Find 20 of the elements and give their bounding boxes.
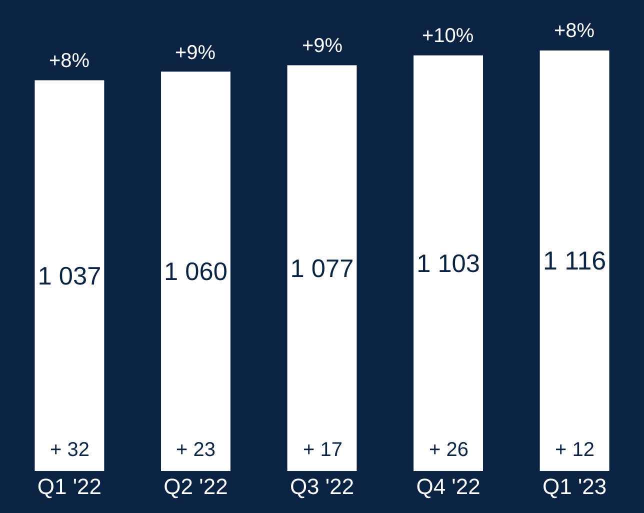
data-label: 1 060 (164, 258, 228, 286)
x-tick-label: Q4 '22 (416, 474, 480, 499)
data-label: 1 103 (416, 250, 480, 278)
annotation: +8% (554, 20, 595, 42)
data-label: 1 116 (542, 246, 606, 276)
data-label: 1 037 (38, 262, 102, 290)
x-tick-label: Q2 '22 (164, 474, 228, 499)
annotation: + 23 (176, 439, 216, 461)
annotation: + 12 (555, 439, 594, 461)
x-tick-label: Q1 '22 (37, 474, 102, 499)
annotation: + 32 (50, 439, 90, 461)
annotation: +10% (422, 25, 474, 47)
annotation: +8% (49, 50, 90, 72)
x-tick-label: Q1 '23 (542, 474, 607, 499)
annotation: +9% (302, 35, 343, 57)
annotation: + 26 (429, 439, 468, 461)
annotation: +9% (175, 42, 216, 64)
annotation: + 17 (303, 439, 342, 461)
x-tick-label: Q3 '22 (290, 474, 354, 499)
data-label: 1 077 (290, 254, 354, 283)
